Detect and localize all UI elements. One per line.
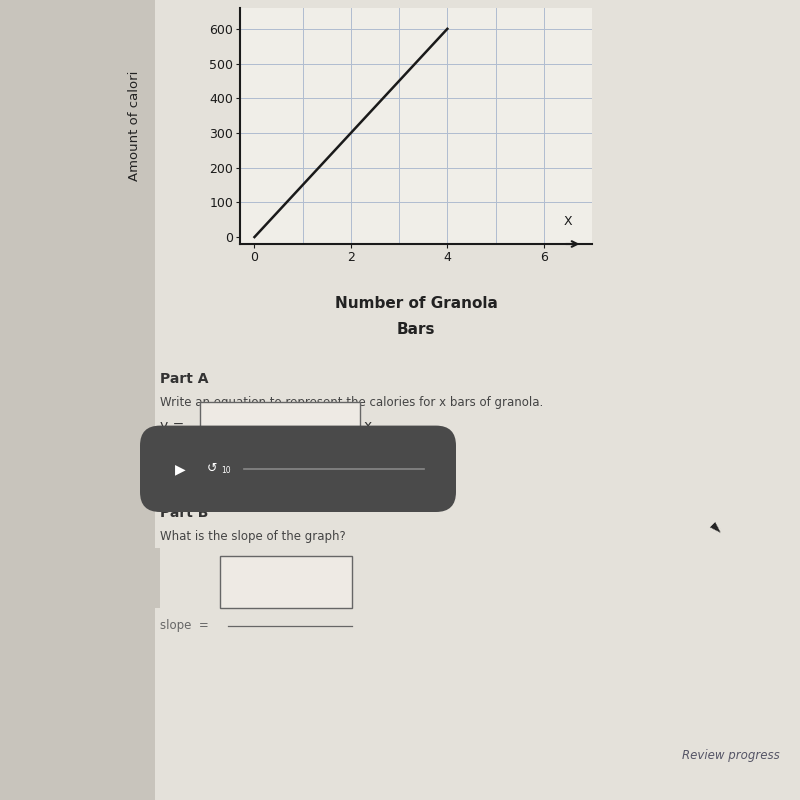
Text: Write an equation to represent the calories for x bars of granola.: Write an equation to represent the calor… <box>160 396 543 409</box>
Text: ▶: ▶ <box>174 462 186 476</box>
Text: Part A: Part A <box>160 372 209 386</box>
Text: 10: 10 <box>221 466 230 475</box>
Text: slope  =: slope = <box>160 619 209 632</box>
FancyBboxPatch shape <box>108 548 160 608</box>
Text: X: X <box>563 215 572 228</box>
Text: x: x <box>364 418 372 433</box>
FancyBboxPatch shape <box>155 0 800 800</box>
FancyBboxPatch shape <box>220 556 352 608</box>
Text: ↺: ↺ <box>206 462 218 475</box>
FancyBboxPatch shape <box>140 426 456 512</box>
Text: Number of Granola: Number of Granola <box>334 296 498 311</box>
Text: What is the slope of the graph?: What is the slope of the graph? <box>160 530 346 542</box>
Text: Part B: Part B <box>160 506 208 520</box>
FancyBboxPatch shape <box>200 402 360 452</box>
Text: Review progress: Review progress <box>682 750 780 762</box>
Text: ►: ► <box>706 518 726 538</box>
Text: Bars: Bars <box>397 322 435 337</box>
Text: Amount of calori: Amount of calori <box>129 71 142 181</box>
FancyBboxPatch shape <box>0 0 155 800</box>
Text: y =: y = <box>160 418 184 433</box>
